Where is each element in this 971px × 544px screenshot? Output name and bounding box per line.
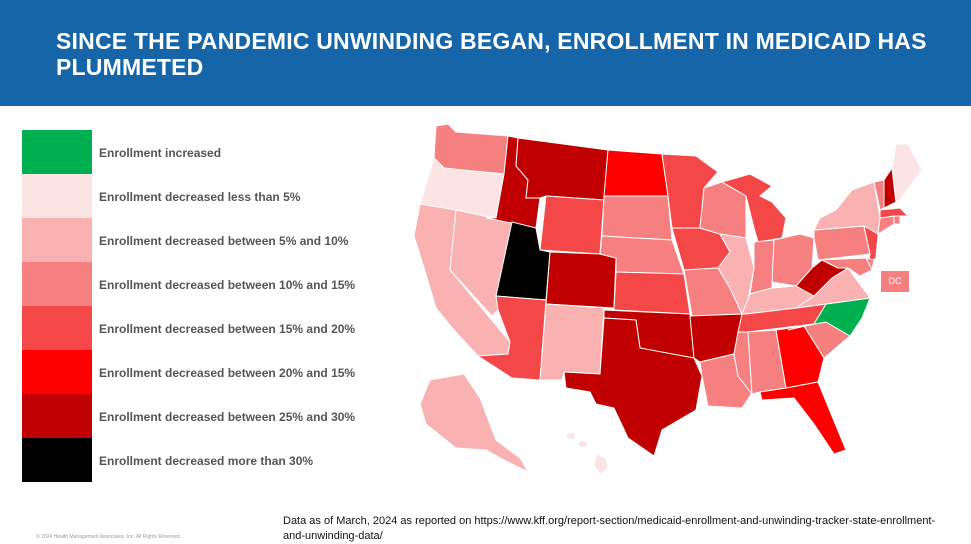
state-CT <box>877 215 895 235</box>
state-IN <box>749 239 775 295</box>
legend-label: Enrollment decreased between 10% and 15% <box>99 278 356 292</box>
legend-item: Enrollment decreased between 25% and 30% <box>22 394 382 438</box>
state-KS <box>613 271 691 315</box>
state-FL <box>759 381 847 455</box>
state-SD <box>601 195 673 241</box>
copyright: © 2024 Health Management Associates, Inc… <box>36 534 182 540</box>
title-banner: SINCE THE PANDEMIC UNWINDING BEGAN, ENRO… <box>0 0 971 106</box>
state-WA <box>433 123 509 175</box>
state-ND <box>603 149 669 197</box>
legend-label: Enrollment decreased between 15% and 20% <box>99 322 356 336</box>
source-note: Data as of March, 2024 as reported on ht… <box>283 515 936 542</box>
legend-swatch <box>22 218 92 262</box>
legend-swatch <box>22 350 92 394</box>
page-title: SINCE THE PANDEMIC UNWINDING BEGAN, ENRO… <box>56 28 927 80</box>
legend-item: Enrollment decreased between 20% and 15% <box>22 350 382 394</box>
legend-item: Enrollment decreased between 10% and 15% <box>22 262 382 306</box>
state-WY <box>539 195 605 255</box>
legend-item: Enrollment decreased between 15% and 20% <box>22 306 382 350</box>
state-MT <box>515 137 609 201</box>
legend-swatch <box>22 130 92 174</box>
legend-item: Enrollment decreased between 5% and 10% <box>22 218 382 262</box>
us-map-svg <box>413 123 923 475</box>
hawaii-islands <box>565 431 589 449</box>
state-AZ <box>476 295 547 381</box>
legend-label: Enrollment increased <box>99 146 222 160</box>
legend-item: Enrollment decreased more than 30% <box>22 438 382 482</box>
legend-label: Enrollment decreased more than 30% <box>99 454 314 468</box>
legend-swatch <box>22 174 92 218</box>
dc-label-box: DC <box>881 271 909 292</box>
state-HI <box>593 453 609 475</box>
state-MI <box>720 173 787 243</box>
legend-item: Enrollment increased <box>22 130 382 174</box>
state-TX <box>563 317 703 457</box>
state-PA <box>813 225 871 261</box>
legend-swatch <box>22 306 92 350</box>
legend-item: Enrollment decreased less than 5% <box>22 174 382 218</box>
legend-label: Enrollment decreased between 20% and 15% <box>99 366 356 380</box>
state-AK <box>419 373 530 474</box>
state-NC <box>787 297 871 337</box>
legend-label: Enrollment decreased less than 5% <box>99 190 301 204</box>
state-RI <box>893 215 901 225</box>
us-map <box>400 118 940 488</box>
legend-label: Enrollment decreased between 5% and 10% <box>99 234 349 248</box>
legend-swatch <box>22 262 92 306</box>
state-CO <box>545 251 617 309</box>
state-NM <box>539 303 605 381</box>
state-MD <box>817 257 873 277</box>
state-MA <box>879 207 910 219</box>
legend-swatch <box>22 438 92 482</box>
state-ME <box>891 143 923 203</box>
state-NY <box>813 181 881 235</box>
legend: Enrollment increased Enrollment decrease… <box>22 130 382 482</box>
legend-swatch <box>22 394 92 438</box>
legend-label: Enrollment decreased between 25% and 30% <box>99 410 356 424</box>
